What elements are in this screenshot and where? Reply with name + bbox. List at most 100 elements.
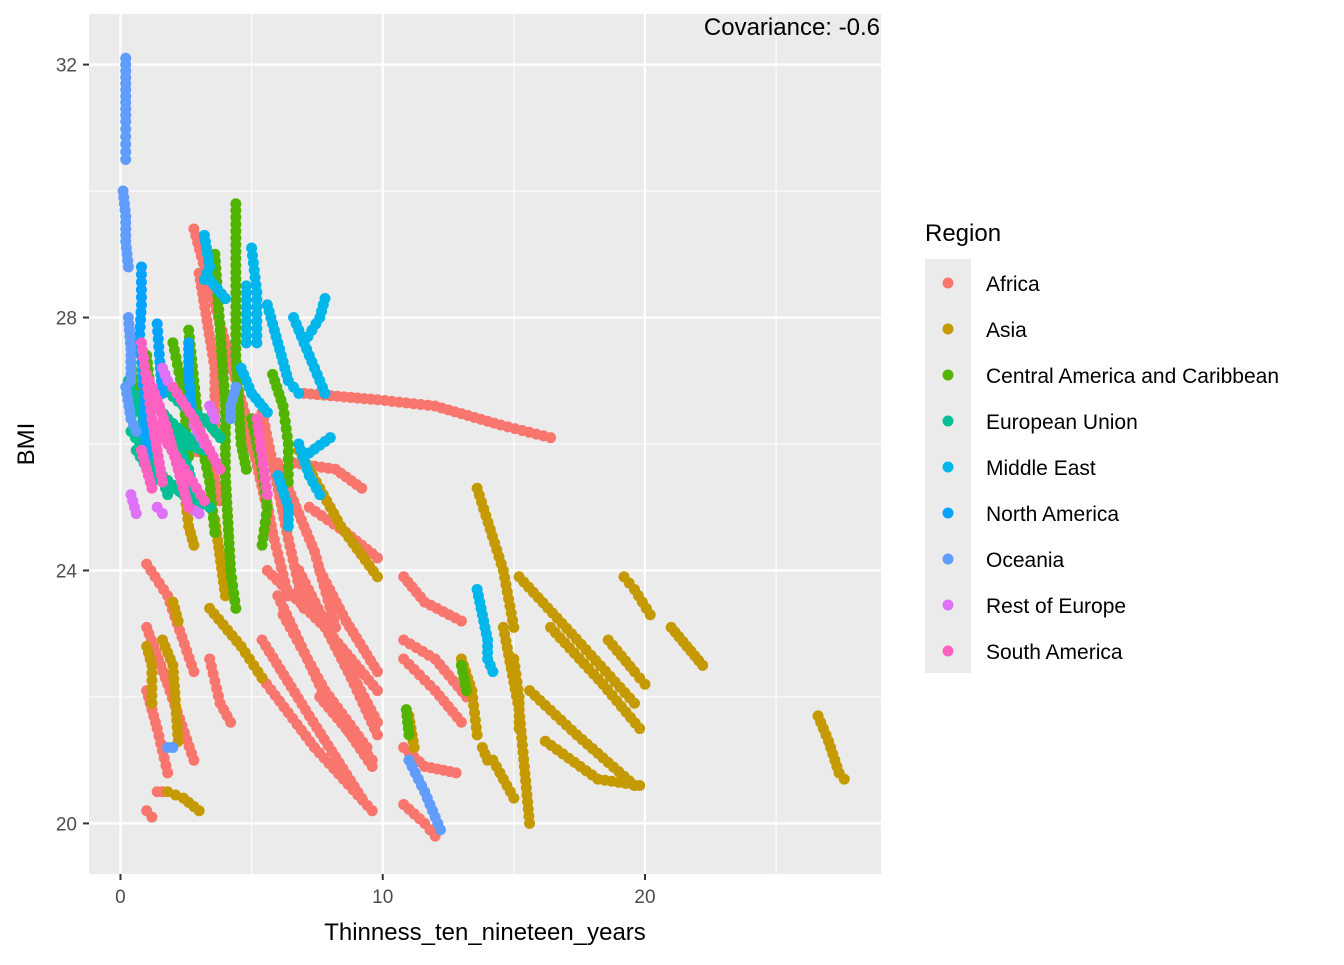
data-point <box>697 659 709 671</box>
data-point <box>146 667 158 679</box>
data-point <box>371 729 383 741</box>
data-point <box>482 754 494 766</box>
data-point <box>356 792 368 804</box>
data-point <box>455 716 467 728</box>
data-point <box>408 742 420 754</box>
data-point <box>120 153 132 165</box>
legend-label: Middle East <box>986 457 1096 480</box>
data-point <box>146 811 158 823</box>
data-point <box>120 116 132 127</box>
y-tick-label: 24 <box>56 561 78 582</box>
data-point <box>403 729 415 741</box>
legend-key <box>942 599 954 611</box>
x-tick-label: 10 <box>372 887 393 908</box>
legend-items: Africa Asia Central America and Caribbean E… <box>942 273 1279 664</box>
data-point <box>366 754 378 766</box>
data-point <box>251 337 263 349</box>
data-point <box>122 261 134 273</box>
data-point <box>230 381 242 393</box>
data-point <box>282 468 294 480</box>
data-point <box>513 723 525 735</box>
data-point <box>219 590 231 602</box>
legend-key <box>942 277 954 289</box>
legend-key <box>942 461 954 473</box>
legend-key <box>942 645 954 657</box>
data-point <box>324 432 336 444</box>
data-point <box>167 742 179 754</box>
data-point <box>225 716 237 728</box>
data-point <box>319 293 331 305</box>
data-point <box>135 261 147 273</box>
data-point <box>508 792 520 804</box>
data-point <box>434 824 446 836</box>
data-point <box>261 406 273 418</box>
legend-key <box>942 369 954 381</box>
data-point <box>634 723 646 735</box>
x-axis: 0 10 20 <box>115 874 656 908</box>
legend-label: Africa <box>986 273 1040 296</box>
data-point <box>371 552 383 564</box>
data-point <box>214 463 226 475</box>
data-point <box>314 489 326 501</box>
data-point <box>135 291 147 303</box>
data-point <box>293 387 305 399</box>
legend-label: European Union <box>986 411 1138 434</box>
data-point <box>240 463 252 475</box>
y-tick-label: 32 <box>56 56 77 77</box>
data-points <box>117 52 850 842</box>
data-point <box>455 615 467 627</box>
data-point <box>209 527 221 539</box>
data-point <box>240 337 252 349</box>
data-point <box>461 685 473 697</box>
data-point <box>146 675 158 686</box>
data-point <box>634 779 646 791</box>
data-point <box>188 539 200 551</box>
series-middle-east <box>198 229 499 678</box>
legend-label: Central America and Caribbean <box>986 365 1279 388</box>
data-point <box>366 805 378 817</box>
data-point <box>198 495 210 507</box>
x-tick-label: 20 <box>634 887 655 908</box>
data-point <box>162 767 174 779</box>
data-point <box>188 666 200 678</box>
data-point <box>508 621 520 633</box>
data-point <box>644 609 656 621</box>
data-point <box>146 659 158 671</box>
data-point <box>545 432 557 444</box>
data-point <box>256 539 268 551</box>
data-point <box>130 508 142 520</box>
data-point <box>120 146 132 158</box>
data-point <box>146 482 158 494</box>
data-point <box>146 697 158 709</box>
data-point <box>471 729 483 741</box>
legend-key <box>942 415 954 427</box>
data-point <box>135 276 147 288</box>
data-point <box>146 690 158 702</box>
data-point <box>214 432 226 444</box>
data-point <box>371 685 383 697</box>
data-point <box>183 501 195 513</box>
data-point <box>628 697 640 709</box>
legend-label: Rest of Europe <box>986 595 1126 618</box>
data-point <box>371 571 383 583</box>
legend-key <box>942 323 954 335</box>
data-point <box>120 131 132 143</box>
series-oceania <box>117 52 446 836</box>
data-point <box>130 425 142 437</box>
data-point <box>524 817 536 829</box>
data-point <box>639 678 651 690</box>
data-point <box>120 138 132 150</box>
data-point <box>230 602 242 614</box>
data-point <box>261 489 273 501</box>
data-point <box>450 767 462 779</box>
legend-label: Oceania <box>986 549 1065 572</box>
data-point <box>282 520 294 532</box>
data-point <box>838 773 850 785</box>
data-point <box>282 438 294 450</box>
x-axis-title: Thinness_ten_nineteen_years <box>324 919 646 946</box>
legend: Region Africa Asia Central America and Car… <box>925 220 1279 673</box>
series-south-america <box>135 337 273 513</box>
data-point <box>356 482 368 494</box>
